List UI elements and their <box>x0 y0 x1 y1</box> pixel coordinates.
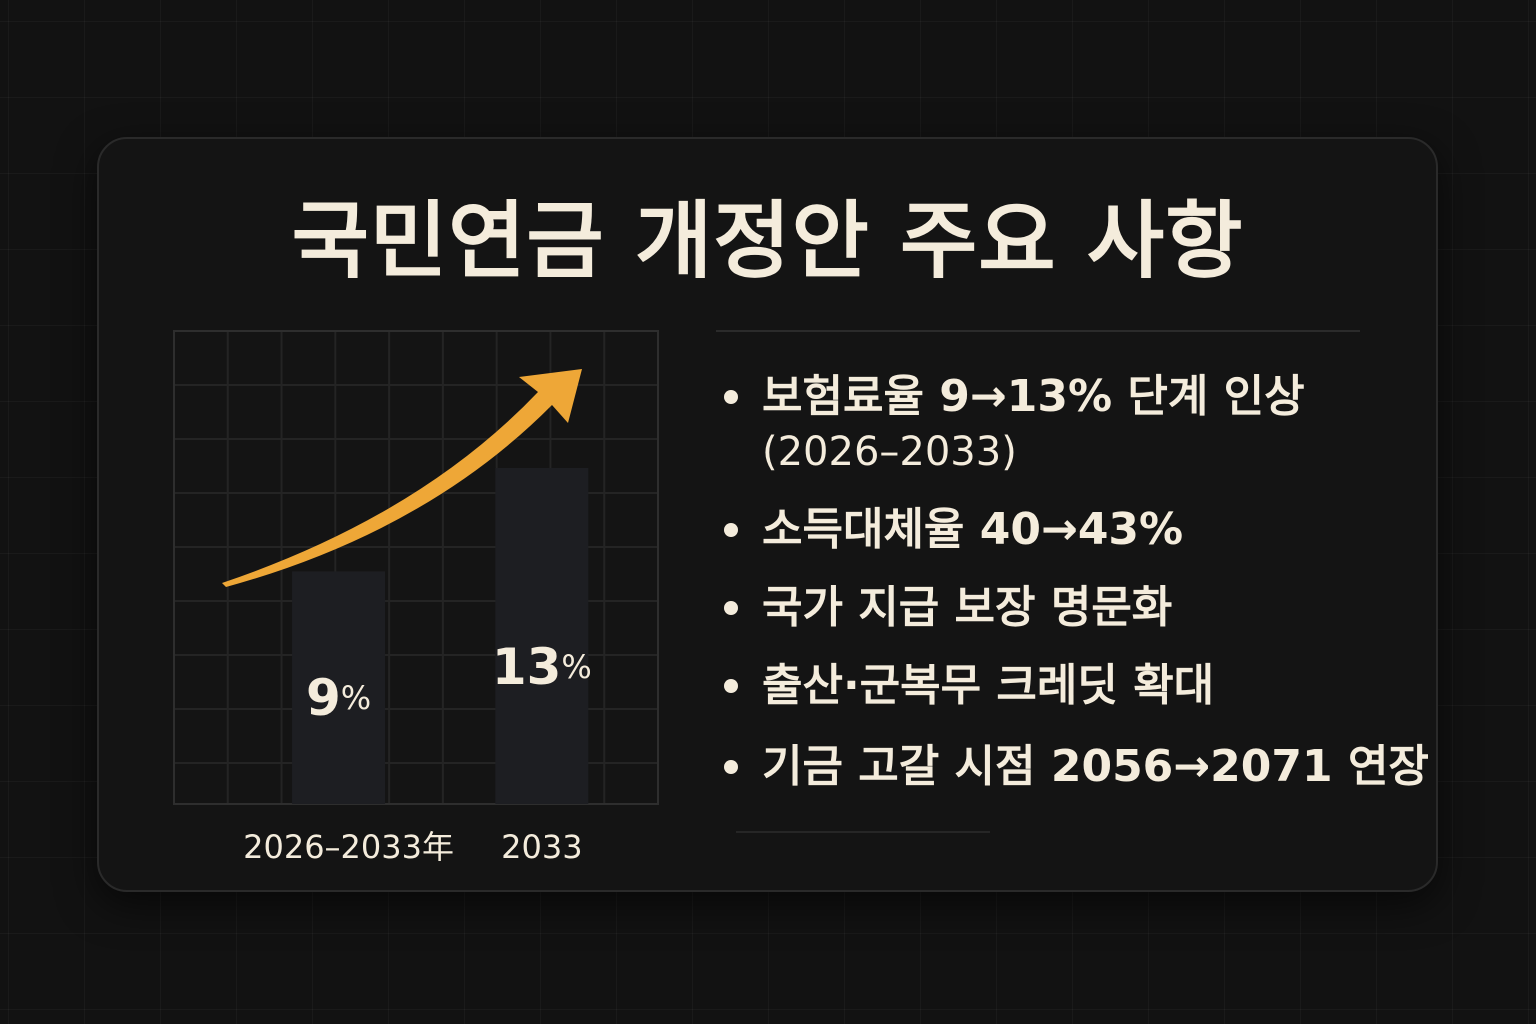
bullet-dot-icon <box>724 523 738 537</box>
chart-bars <box>292 467 589 804</box>
trend-arrow-icon <box>222 369 582 587</box>
data-label: 13% <box>492 638 592 696</box>
x-tick-label: 2033 <box>501 828 582 866</box>
list-item-subtext: (2026–2033) <box>762 429 1017 475</box>
divider-bottom <box>736 831 990 833</box>
bullet-dot-icon <box>724 679 738 693</box>
data-label: 9% <box>306 669 371 727</box>
chart-labels: 9% 2026–2033年 13% 2033 <box>243 638 592 866</box>
chart-frame <box>173 330 659 805</box>
list-item-text: 기금 고갈 시점 2056→2071 연장 <box>762 741 1429 792</box>
list-item-text: 보험료율 9→13% 단계 인상 <box>762 371 1305 422</box>
bar <box>292 571 386 804</box>
bar <box>495 467 589 804</box>
page-title: 국민연금 개정안 주요 사항 <box>291 192 1244 290</box>
list-item-text: 국가 지급 보장 명문화 <box>762 582 1173 633</box>
bullet-dot-icon <box>724 601 738 615</box>
list-item-text: 출산·군복무 크레딧 확대 <box>762 660 1215 711</box>
bullet-dot-icon <box>724 390 738 404</box>
bullet-dot-icon <box>724 760 738 774</box>
bar-chart: 9% 2026–2033年 13% 2033 <box>173 330 659 866</box>
divider-top <box>716 330 1360 332</box>
x-tick-label: 2026–2033年 <box>243 828 454 866</box>
list-item-text: 소득대체율 40→43% <box>762 504 1184 555</box>
